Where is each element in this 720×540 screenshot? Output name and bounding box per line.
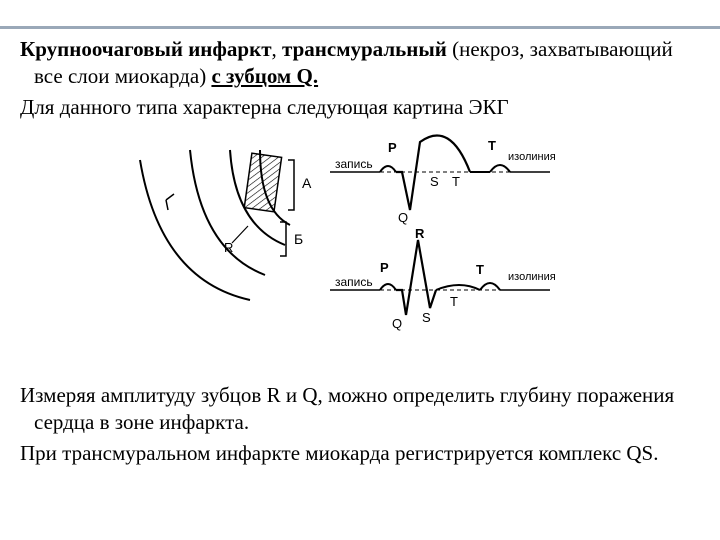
label-S-1: S — [430, 174, 439, 189]
ecg-diagram: R А Б запись P Q — [130, 130, 590, 340]
label-T-2: T — [450, 294, 458, 309]
accent-bar — [0, 26, 720, 29]
comma: , — [272, 37, 283, 61]
ecg-lower: запись P R Q S T T изолиния — [330, 226, 556, 331]
title-bold-1: Крупноочаговый инфаркт — [20, 37, 272, 61]
label-izol-1: изолиния — [508, 151, 556, 163]
content-bottom: Измеряя амплитуду зубцов R и Q, можно оп… — [20, 382, 700, 471]
label-T-2b: T — [476, 262, 484, 277]
label-zapis-2: запись — [335, 275, 373, 289]
label-T-1: T — [452, 174, 460, 189]
content-top: Крупноочаговый инфаркт, трансмуральный (… — [20, 36, 700, 125]
label-zapis-1: запись — [335, 157, 373, 171]
label-S-2: S — [422, 310, 431, 325]
heart-cross-section: R А Б — [140, 150, 312, 300]
label-R-2: R — [415, 226, 425, 241]
title-paragraph: Крупноочаговый инфаркт, трансмуральный (… — [20, 36, 700, 90]
label-izol-2: изолиния — [508, 271, 556, 283]
label-P-2: P — [380, 260, 389, 275]
lower-para-2: При трансмуральном инфаркте миокарда рег… — [20, 440, 700, 467]
title-bold-2: трансмуральный — [282, 37, 447, 61]
label-Q-1: Q — [398, 210, 408, 225]
label-A: А — [302, 175, 312, 191]
subtitle: Для данного типа характерна следующая ка… — [20, 94, 700, 121]
label-P-1: P — [388, 140, 397, 155]
ecg-upper: запись P Q S T T изолиния — [330, 135, 556, 225]
label-Q-2: Q — [392, 316, 402, 331]
lower-para-1: Измеряя амплитуду зубцов R и Q, можно оп… — [20, 382, 700, 436]
title-bold-3: с зубцом Q. — [211, 64, 318, 88]
label-B: Б — [294, 231, 303, 247]
slide: Крупноочаговый инфаркт, трансмуральный (… — [0, 0, 720, 540]
ecg-svg: R А Б запись P Q — [130, 130, 590, 340]
label-T-1b: T — [488, 138, 496, 153]
